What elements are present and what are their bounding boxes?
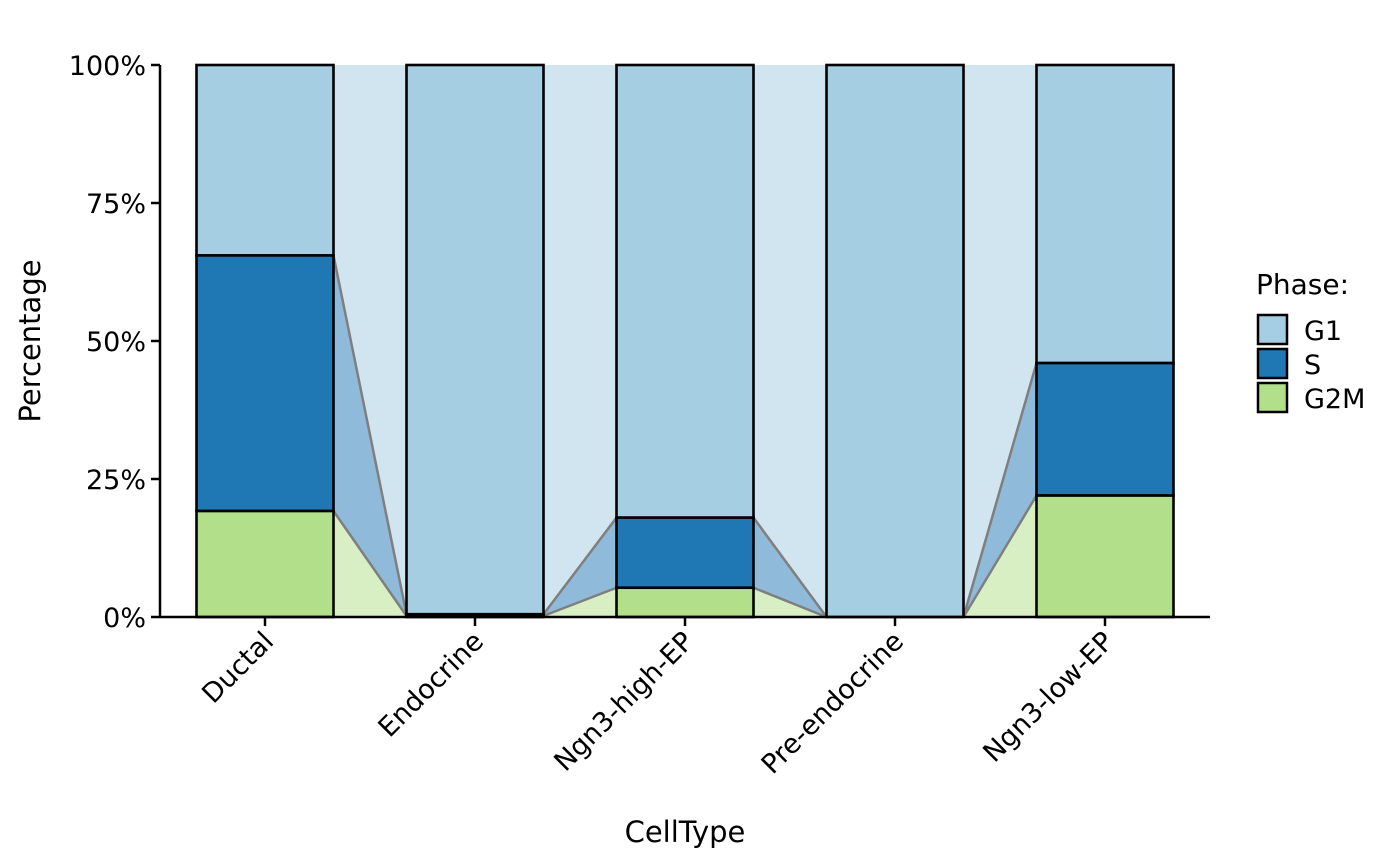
y-ticks: 0% 25% 50% 75% 100%: [69, 51, 160, 634]
x-ticks: Ductal Endocrine Ngn3-high-EP Pre-endocrine…: [196, 617, 1120, 780]
connector-g1-3: [753, 65, 827, 617]
bar-ngn3-high-ep-g1: [615, 63, 755, 519]
x-tick-label-endocrine: Endocrine: [373, 626, 490, 743]
connector-g1-4: [963, 65, 1037, 617]
bar-pre-endocrine-g1: [825, 63, 965, 619]
bars-layer: [195, 63, 1175, 619]
legend-label-s: S: [1304, 350, 1321, 381]
y-tick-label: 25%: [86, 465, 146, 496]
x-axis-title: CellType: [625, 815, 746, 849]
connector-boundary-line: [332, 255, 408, 615]
bar-ductal-s: [195, 254, 335, 513]
bar-ngn3-low-ep-g1: [1035, 63, 1175, 365]
y-tick-label: 0%: [103, 603, 146, 634]
x-tick-label-ngn3-high-ep: Ngn3-high-EP: [548, 626, 700, 778]
y-axis-title: Percentage: [13, 259, 47, 422]
legend-swatch-g2m: [1256, 381, 1289, 414]
bar-ngn3-low-ep-s: [1035, 361, 1175, 497]
y-tick-label: 100%: [69, 51, 146, 82]
bar-ngn3-high-ep-g2m: [615, 586, 755, 619]
legend-swatch-g1: [1256, 313, 1289, 346]
y-tick-label: 75%: [86, 189, 146, 220]
connector-g1-1: [333, 65, 407, 615]
connector-boundary-line: [543, 586, 617, 618]
bar-ngn3-low-ep-g2m: [1035, 494, 1175, 619]
connector-boundary-line: [752, 516, 828, 618]
legend-swatch-s: [1256, 347, 1289, 380]
connector-boundary-line: [962, 494, 1038, 618]
x-tick-label-pre-endocrine: Pre-endocrine: [756, 626, 910, 780]
bar-ductal-g2m: [195, 509, 335, 619]
legend-label-g2m: G2M: [1304, 384, 1365, 415]
connector-boundary-line: [962, 362, 1038, 618]
connector-boundary-line: [332, 510, 408, 617]
y-tick-label: 50%: [86, 327, 146, 358]
legend-title: Phase:: [1256, 268, 1349, 301]
x-tick-label-ngn3-low-ep: Ngn3-low-EP: [977, 626, 1120, 769]
x-tick-label-ductal: Ductal: [196, 626, 280, 710]
bar-ductal-g1: [195, 63, 335, 257]
connector-boundary-line: [542, 516, 618, 615]
connector-layer: [332, 65, 1038, 619]
connector-g1-2: [543, 65, 617, 615]
bar-endocrine-g1: [405, 63, 545, 616]
legend-label-g1: G1: [1304, 316, 1342, 347]
bar-ngn3-high-ep-s: [615, 516, 755, 590]
connector-boundary-line: [753, 586, 827, 619]
